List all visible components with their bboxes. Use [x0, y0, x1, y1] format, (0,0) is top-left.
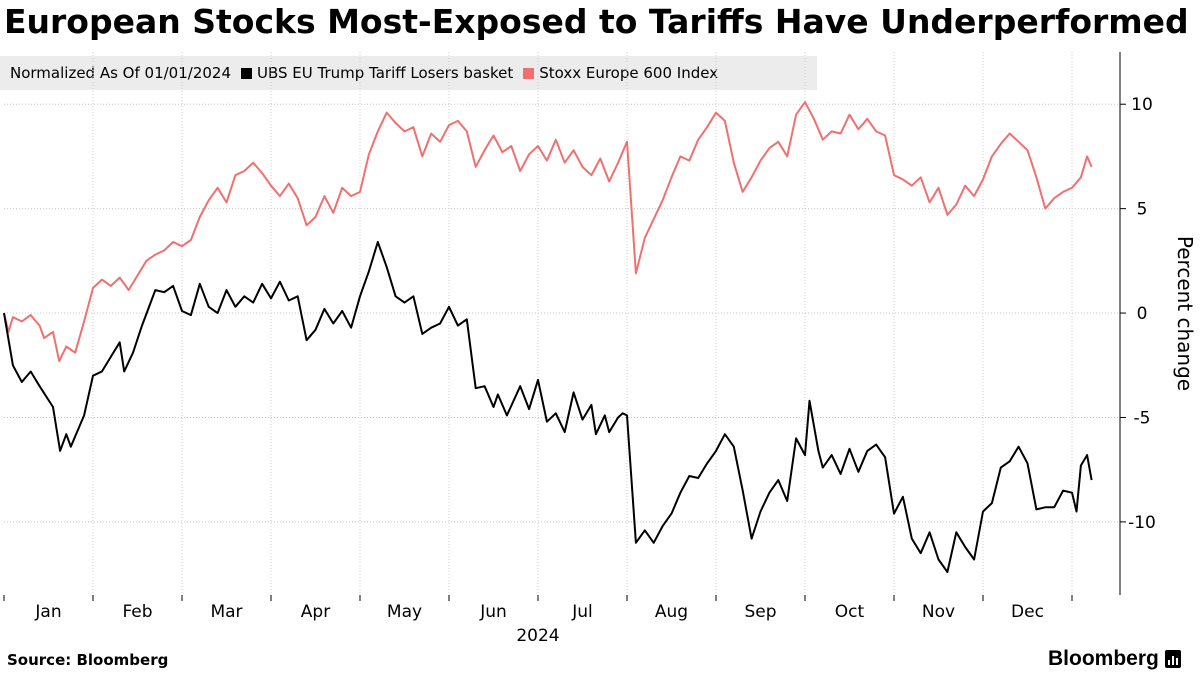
x-tick-label: Nov [922, 602, 955, 622]
legend-swatch-stoxx [523, 67, 535, 79]
x-tick-label: Oct [835, 602, 865, 622]
y-tick-label: 5 [1137, 200, 1148, 220]
x-tick-label: Feb [122, 602, 152, 622]
legend-label-stoxx: Stoxx Europe 600 Index [539, 64, 719, 82]
x-tick-label: Sep [744, 602, 776, 622]
x-tick-label: Jul [571, 602, 593, 622]
chart-title: European Stocks Most-Exposed to Tariffs … [4, 2, 1189, 41]
y-tick-label: 0 [1137, 304, 1148, 324]
legend: Normalized As Of 01/01/2024 UBS EU Trump… [0, 56, 817, 90]
x-tick-label: Apr [301, 602, 330, 622]
series-line [3, 101, 1093, 363]
x-tick-label: Aug [655, 602, 688, 622]
bloomberg-wordmark: Bloomberg [1048, 647, 1159, 670]
bloomberg-chart-icon [1164, 650, 1181, 668]
y-tick-label: 10 [1131, 95, 1153, 115]
legend-item-ubs: UBS EU Trump Tariff Losers basket [241, 64, 513, 82]
bloomberg-logo: Bloomberg [1048, 647, 1181, 671]
x-tick-label: Mar [210, 602, 242, 622]
y-axis-title: Percent change [1173, 236, 1197, 391]
legend-normalized-text: Normalized As Of 01/01/2024 [10, 64, 231, 82]
legend-item-stoxx: Stoxx Europe 600 Index [523, 64, 718, 82]
source-note: Source: Bloomberg [7, 651, 169, 669]
x-axis-title: 2024 [516, 626, 559, 646]
legend-label-ubs: UBS EU Trump Tariff Losers basket [257, 64, 514, 82]
x-tick-label: Dec [1011, 602, 1044, 622]
legend-swatch-ubs [241, 67, 252, 79]
x-tick-label: May [387, 602, 422, 622]
x-tick-label: Jan [34, 602, 61, 622]
y-tick-label: -10 [1128, 513, 1156, 533]
x-tick-label: Jun [479, 602, 507, 622]
legend-normalized-label: Normalized As Of 01/01/2024 [10, 64, 231, 82]
series-line [3, 241, 1093, 573]
y-tick-label: -5 [1134, 408, 1151, 428]
